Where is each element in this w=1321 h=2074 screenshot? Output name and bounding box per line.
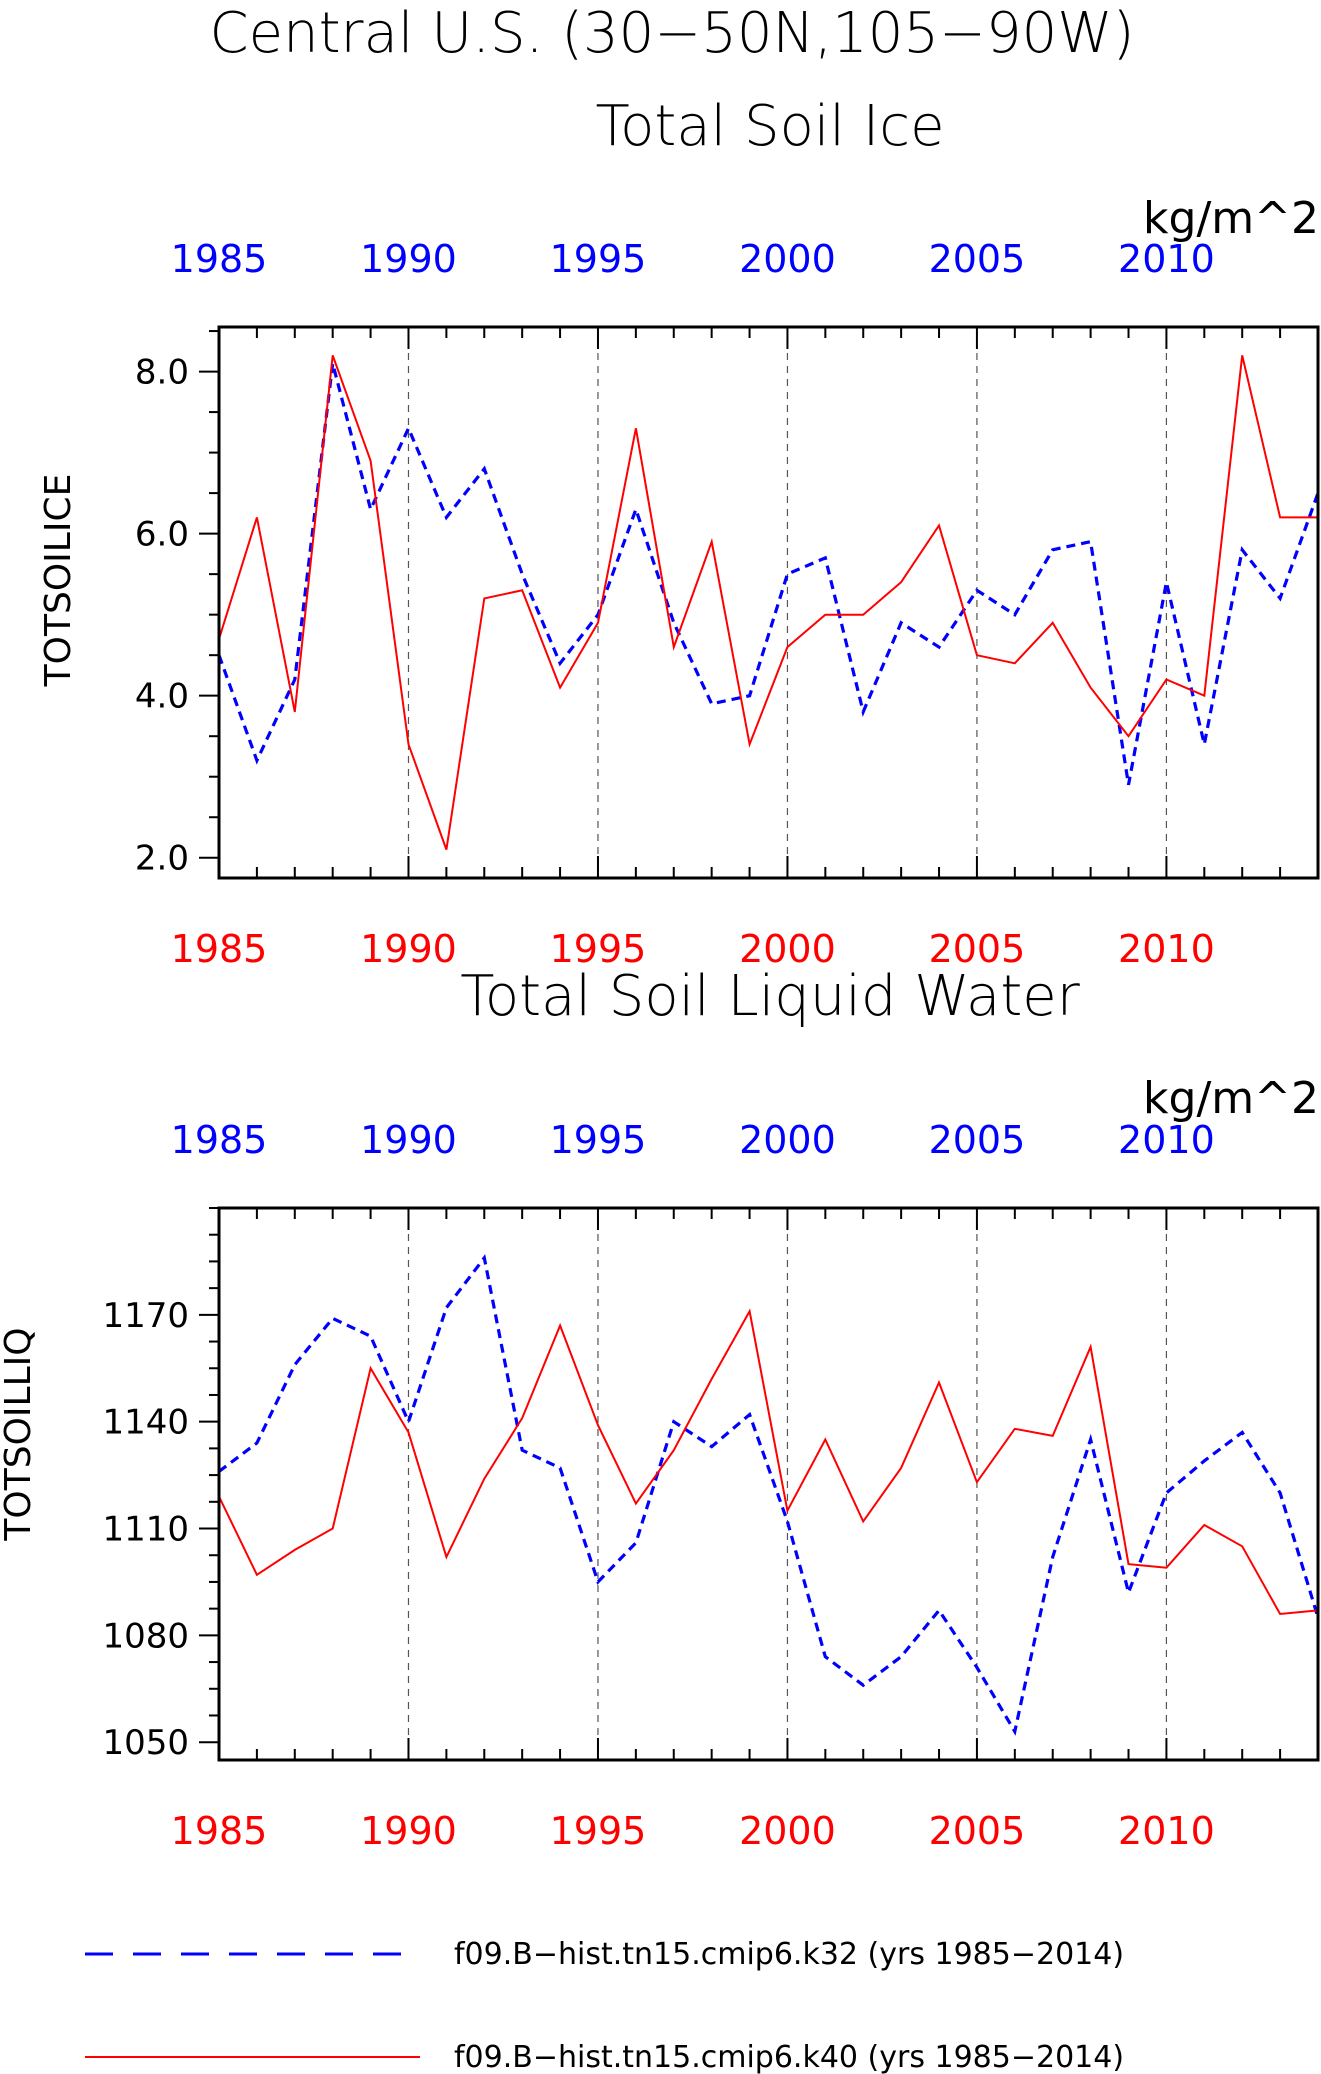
soil-liquid-xtick-label-top: 1995 (550, 1118, 647, 1162)
soil-liquid-units: kg/m^2 (1143, 1073, 1319, 1124)
soil-liquid-xtick-label-bottom: 1995 (550, 1809, 647, 1853)
soil-liquid-xtick-label-top: 1985 (171, 1118, 268, 1162)
soil-ice-k40-series-line (218, 355, 1318, 850)
soil-ice-xtick-label-bottom: 1990 (360, 927, 457, 971)
soil-ice-xtick-label-bottom: 1985 (171, 927, 268, 971)
soil-liquid-xtick-label-top: 2010 (1118, 1118, 1215, 1162)
soil-liquid-k40-series-line (218, 1308, 1319, 1616)
soil-liquid-xtick-label-bottom: 2010 (1118, 1809, 1215, 1853)
soil-ice-plot-frame (217, 325, 1320, 880)
soil-liquid-ytick-label: 1050 (102, 1723, 189, 1763)
soil-ice-ytick-label: 4.0 (135, 677, 189, 717)
soil-ice-xtick-label-top: 2010 (1118, 237, 1215, 281)
soil-liquid-ytick-label: 1110 (102, 1510, 189, 1550)
soil-liquid-xtick-label-bottom: 2000 (739, 1809, 836, 1853)
soil-ice-xtick-label-bottom: 1995 (550, 927, 647, 971)
soil-ice-xtick-label-bottom: 2005 (929, 927, 1026, 971)
soil-ice-xtick-label-top: 2000 (739, 237, 836, 281)
soil-ice-ytick-label: 6.0 (135, 515, 189, 555)
soil-ice-xtick-label-top: 1985 (171, 237, 268, 281)
soil-ice-title: Total Soil Ice (595, 94, 944, 159)
soil-ice-panel: Total Soil Ice kg/m^2 TOTSOILICE 2.0 4.0 6… (38, 94, 1320, 971)
soil-liquid-xtick-label-bottom: 1990 (360, 1809, 457, 1853)
soil-liquid-ytick-label: 1170 (102, 1296, 189, 1336)
legend: f09.B−hist.tn15.cmip6.k32 (yrs 1985−2014… (85, 1937, 1124, 2074)
soil-liquid-xtick-label-bottom: 1985 (171, 1809, 268, 1853)
soil-ice-k32-series-line (217, 363, 1320, 786)
soil-ice-ytick-label: 2.0 (135, 839, 189, 879)
soil-ice-xtick-label-bottom: 2010 (1118, 927, 1215, 971)
soil-ice-xtick-label-top: 1990 (360, 237, 457, 281)
soil-ice-xtick-label-bottom: 2000 (739, 927, 836, 971)
soil-liquid-title: Total Soil Liquid Water (460, 964, 1080, 1029)
soil-liquid-xtick-label-bottom: 2005 (929, 1809, 1026, 1853)
soil-ice-units: kg/m^2 (1143, 193, 1319, 244)
soil-ice-xtick-label-top: 2005 (929, 237, 1026, 281)
soil-liquid-ytick-label: 1140 (102, 1403, 189, 1443)
soil-liquid-xtick-label-top: 2000 (739, 1118, 836, 1162)
soil-liquid-xtick-label-top: 2005 (929, 1118, 1026, 1162)
soil-liquid-ytick-label: 1080 (102, 1616, 189, 1656)
soil-ice-ytick-label: 8.0 (135, 353, 189, 393)
soil-liquid-k32-series-line (218, 1254, 1320, 1736)
soil-liquid-plot-frame (217, 1206, 1320, 1762)
legend-k32-label: f09.B−hist.tn15.cmip6.k32 (yrs 1985−2014… (454, 1937, 1124, 1972)
soil-liquid-panel: Total Soil Liquid Water kg/m^2 TOTSOILLI… (0, 964, 1320, 1853)
soil-ice-y-axis-label: TOTSOILICE (38, 474, 79, 688)
soil-liquid-xtick-label-top: 1990 (360, 1118, 457, 1162)
legend-k40-label: f09.B−hist.tn15.cmip6.k40 (yrs 1985−2014… (454, 2040, 1124, 2074)
soil-liquid-y-axis-label: TOTSOILLIQ (0, 1327, 39, 1541)
soil-ice-xtick-label-top: 1995 (550, 237, 647, 281)
figure-title: Central U.S. (30−50N,105−90W) (210, 1, 1135, 66)
